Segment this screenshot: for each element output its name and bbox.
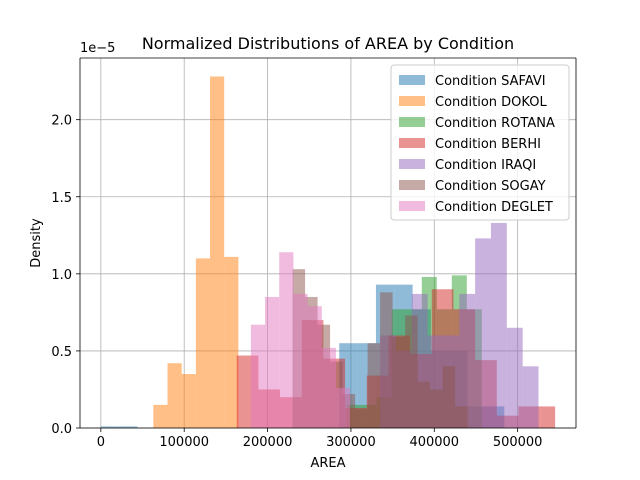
histogram-bar — [417, 381, 431, 428]
y-tick-label: 1.0 — [51, 268, 72, 283]
histogram-bar — [392, 337, 406, 428]
histogram-bar — [100, 426, 120, 428]
histogram-bar — [367, 343, 381, 428]
y-axis-multiplier: 1e−5 — [80, 41, 115, 56]
legend-swatch — [399, 159, 425, 169]
legend-label: Condition BERHI — [435, 137, 541, 152]
legend-label: Condition DOKOL — [435, 95, 547, 110]
x-tick-label: 400000 — [409, 435, 459, 450]
legend-swatch — [399, 201, 425, 211]
histogram-bar — [490, 222, 507, 428]
legend-box — [390, 64, 570, 221]
legend-swatch — [399, 117, 425, 127]
x-tick-label: 500000 — [493, 435, 543, 450]
legend-swatch — [399, 96, 425, 106]
legend-label: Condition SOGAY — [435, 179, 546, 194]
histogram-bar — [321, 347, 336, 428]
histogram-bar — [380, 292, 393, 428]
histogram-bar — [181, 374, 196, 428]
legend-label: Condition IRAQI — [435, 158, 536, 173]
legend-swatch — [399, 138, 425, 148]
histogram-bar — [279, 252, 294, 428]
x-tick-label: 200000 — [243, 435, 293, 450]
histogram-bar — [119, 426, 138, 428]
histogram-bar — [459, 293, 476, 428]
histogram-bar — [540, 406, 556, 428]
histogram-bar — [405, 315, 418, 428]
y-tick-label: 0.0 — [51, 422, 72, 437]
axis-ticks: 0 100000 200000 300000 400000 500000 0.0 0.5 1.0… — [51, 114, 542, 450]
histogram-bar — [307, 306, 322, 428]
legend-swatch — [399, 75, 425, 85]
histogram-bar — [506, 327, 523, 428]
x-tick-label: 300000 — [326, 435, 376, 450]
histogram-bar — [293, 293, 308, 428]
histogram-bar — [442, 366, 456, 428]
histogram-bar — [167, 363, 182, 428]
histogram-bar — [224, 256, 239, 428]
x-tick-label: 0 — [97, 435, 105, 450]
histogram-bar — [355, 409, 368, 428]
histogram-bar — [475, 238, 491, 428]
y-tick-label: 2.0 — [51, 114, 72, 129]
histogram-bar — [522, 366, 539, 428]
chart-title: Normalized Distributions of AREA by Cond… — [142, 34, 514, 53]
legend-label: Condition SAFAVI — [435, 74, 546, 89]
series-7-bars — [250, 252, 351, 428]
x-axis-label: AREA — [310, 456, 345, 471]
legend-swatch — [399, 180, 425, 190]
legend: Condition SAFAVI Condition DOKOL Condition… — [390, 64, 570, 221]
histogram-bar — [335, 387, 351, 428]
histogram-bar — [195, 258, 211, 428]
histogram-bars — [100, 76, 556, 428]
y-tick-label: 1.5 — [51, 191, 72, 206]
y-axis-label: Density — [29, 218, 44, 268]
histogram-bar — [250, 324, 266, 428]
histogram-bar — [430, 389, 443, 428]
histogram-bar — [153, 404, 168, 428]
histogram-bar — [455, 406, 468, 428]
legend-label: Condition ROTANA — [435, 116, 555, 131]
y-tick-label: 0.5 — [51, 345, 72, 360]
series-2-bars — [153, 76, 239, 428]
histogram-bar — [265, 296, 280, 428]
legend-label: Condition DEGLET — [435, 200, 553, 215]
x-tick-label: 100000 — [159, 435, 209, 450]
histogram-bar — [210, 76, 225, 428]
